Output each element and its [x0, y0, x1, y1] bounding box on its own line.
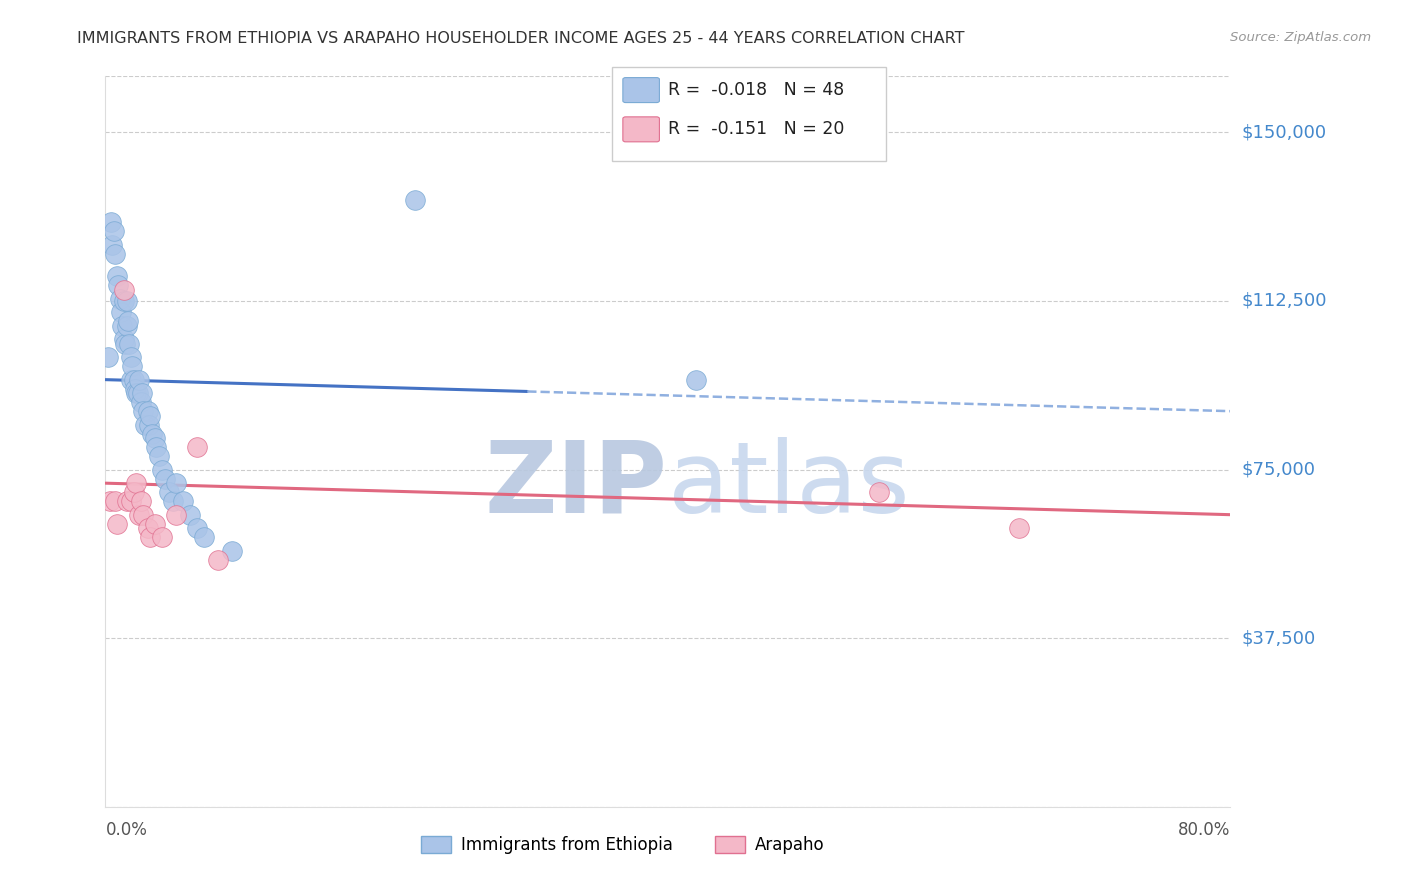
Text: $37,500: $37,500 — [1241, 630, 1316, 648]
Point — [115, 494, 138, 508]
Point — [120, 350, 142, 364]
Point — [108, 292, 131, 306]
Point — [105, 516, 128, 531]
Point — [162, 494, 184, 508]
Point — [404, 193, 426, 207]
Text: atlas: atlas — [668, 437, 910, 534]
Point — [104, 246, 127, 260]
Point — [129, 494, 152, 508]
Point — [143, 431, 166, 445]
Point — [150, 463, 173, 477]
Point — [193, 530, 215, 544]
Point — [112, 293, 135, 308]
Point — [134, 417, 156, 432]
Point — [122, 485, 145, 500]
Point — [172, 494, 194, 508]
Point — [207, 552, 229, 566]
Point — [117, 314, 139, 328]
Point — [127, 386, 149, 401]
Point — [125, 386, 148, 401]
Point — [120, 373, 142, 387]
Point — [139, 409, 162, 423]
Point — [685, 373, 707, 387]
Text: R =  -0.151   N = 20: R = -0.151 N = 20 — [668, 120, 844, 138]
Point — [104, 494, 127, 508]
Point — [112, 332, 135, 346]
Point — [157, 485, 180, 500]
Point — [138, 417, 160, 432]
Point — [112, 283, 135, 297]
Text: 0.0%: 0.0% — [105, 822, 148, 839]
Point — [114, 336, 136, 351]
Point — [186, 521, 208, 535]
Point — [120, 494, 142, 508]
Point — [121, 359, 143, 373]
Point — [107, 278, 129, 293]
Text: $75,000: $75,000 — [1241, 460, 1316, 479]
Point — [132, 508, 155, 522]
Legend: Immigrants from Ethiopia, Arapaho: Immigrants from Ethiopia, Arapaho — [415, 830, 831, 861]
Text: IMMIGRANTS FROM ETHIOPIA VS ARAPAHO HOUSEHOLDER INCOME AGES 25 - 44 YEARS CORREL: IMMIGRANTS FROM ETHIOPIA VS ARAPAHO HOUS… — [77, 31, 965, 46]
Point — [97, 350, 120, 364]
Point — [118, 336, 141, 351]
Point — [98, 494, 121, 508]
Point — [153, 472, 176, 486]
Point — [868, 485, 890, 500]
Point — [124, 382, 146, 396]
Point — [1008, 521, 1031, 535]
Point — [186, 440, 208, 454]
Point — [145, 440, 167, 454]
Point — [110, 305, 132, 319]
Point — [115, 318, 138, 333]
Point — [179, 508, 201, 522]
Point — [115, 293, 138, 308]
Point — [128, 508, 150, 522]
Point — [136, 404, 159, 418]
Point — [101, 237, 124, 252]
Point — [105, 269, 128, 284]
Point — [221, 543, 243, 558]
Point — [129, 395, 152, 409]
Point — [128, 373, 150, 387]
Point — [103, 224, 125, 238]
Point — [139, 530, 162, 544]
Point — [111, 318, 134, 333]
Text: ZIP: ZIP — [485, 437, 668, 534]
Point — [148, 449, 170, 463]
Text: $150,000: $150,000 — [1241, 123, 1326, 141]
Text: Source: ZipAtlas.com: Source: ZipAtlas.com — [1230, 31, 1371, 45]
Point — [100, 215, 122, 229]
Point — [165, 476, 187, 491]
Point — [131, 386, 153, 401]
Point — [165, 508, 187, 522]
Text: $112,500: $112,500 — [1241, 292, 1327, 310]
Text: R =  -0.018   N = 48: R = -0.018 N = 48 — [668, 81, 844, 99]
Point — [122, 373, 145, 387]
Point — [143, 516, 166, 531]
Point — [136, 521, 159, 535]
Point — [150, 530, 173, 544]
Point — [125, 476, 148, 491]
Point — [132, 404, 155, 418]
Point — [141, 426, 163, 441]
Text: 80.0%: 80.0% — [1178, 822, 1230, 839]
